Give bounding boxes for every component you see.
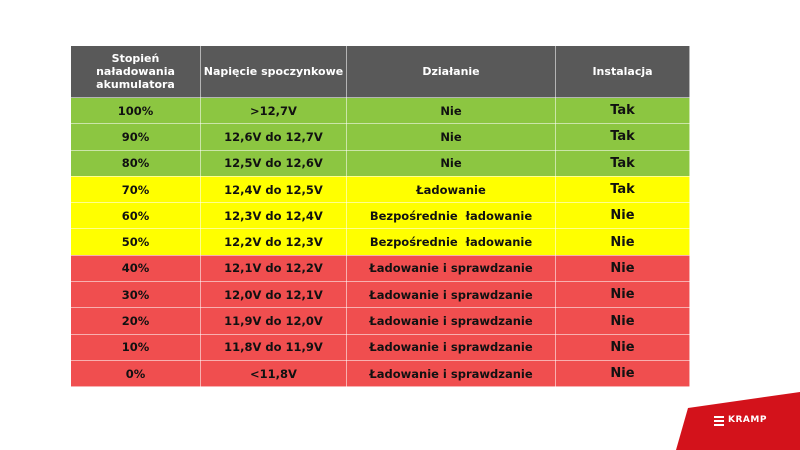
table-row: 90% 12,6V do 12,7V Nie Tak [70,123,690,151]
logo-text: KRAMP [728,415,767,425]
voltage-cell: 12,1V do 12,2V [200,254,347,283]
action-cell: Bezpośrednie ładowanie [346,202,556,230]
table-row: 30% 12,0V do 12,1V Ładowanie i sprawdzanie… [70,281,690,309]
charge-cell: 80% [70,149,201,177]
voltage-cell: 11,9V do 12,0V [200,307,347,335]
action-cell: Ładowanie [346,175,556,204]
charge-cell: 10% [70,333,201,361]
charge-cell: 20% [70,307,201,335]
voltage-cell: 12,0V do 12,1V [200,281,347,309]
voltage-cell: >12,7V [200,96,347,125]
table-row: 50% 12,2V do 12,3V Bezpośrednie ładowanie N… [70,228,690,256]
action-cell: Bezpośrednie ładowanie [346,228,556,256]
charge-cell: 70% [70,175,201,204]
installation-cell: Tak [555,149,690,177]
table-header: Stopień naładowania akumulatora Napięcie… [70,45,690,98]
installation-cell: Nie [555,333,690,361]
installation-cell: Nie [555,359,690,388]
action-cell: Ładowanie i sprawdzanie [346,359,556,388]
battery-charge-table: Stopień naładowania akumulatora Napięcie… [70,45,690,388]
installation-cell: Tak [555,96,690,125]
table-row: 40% 12,1V do 12,2V Ładowanie i sprawdzanie… [70,254,690,283]
installation-cell: Nie [555,228,690,256]
charge-cell: 50% [70,228,201,256]
table-row: 60% 12,3V do 12,4V Bezpośrednie ładowanie N… [70,202,690,230]
table-row: 100% >12,7V Nie Tak [70,96,690,125]
kramp-logo: KRAMP [714,415,767,425]
action-cell: Nie [346,123,556,151]
voltage-cell: 12,2V do 12,3V [200,228,347,256]
voltage-cell: 12,4V do 12,5V [200,175,347,204]
table-row: 80% 12,5V do 12,6V Nie Tak [70,149,690,177]
header-label: Stopień naładowania akumulatora [96,52,175,91]
header-voltage: Napięcie spoczynkowe [200,45,347,98]
voltage-cell: 12,3V do 12,4V [200,202,347,230]
table-row: 20% 11,9V do 12,0V Ładowanie i sprawdzanie… [70,307,690,335]
installation-cell: Nie [555,254,690,283]
action-cell: Nie [346,96,556,125]
voltage-cell: 12,5V do 12,6V [200,149,347,177]
charge-cell: 90% [70,123,201,151]
installation-cell: Tak [555,175,690,204]
action-cell: Nie [346,149,556,177]
charge-cell: 30% [70,281,201,309]
table-row: 70% 12,4V do 12,5V Ładowanie Tak [70,175,690,204]
header-action: Działanie [346,45,556,98]
charge-cell: 60% [70,202,201,230]
charge-cell: 0% [70,359,201,388]
action-cell: Ładowanie i sprawdzanie [346,281,556,309]
table-row: 0% <11,8V Ładowanie i sprawdzanie Nie [70,359,690,388]
installation-cell: Nie [555,307,690,335]
header-installation: Instalacja [555,45,690,98]
voltage-cell: 12,6V do 12,7V [200,123,347,151]
voltage-cell: 11,8V do 11,9V [200,333,347,361]
kramp-logo-icon [714,416,724,426]
voltage-cell: <11,8V [200,359,347,388]
table-row: 10% 11,8V do 11,9V Ładowanie i sprawdzanie… [70,333,690,361]
installation-cell: Nie [555,281,690,309]
header-charge: Stopień naładowania akumulatora [70,45,201,98]
action-cell: Ładowanie i sprawdzanie [346,307,556,335]
charge-cell: 100% [70,96,201,125]
charge-cell: 40% [70,254,201,283]
action-cell: Ładowanie i sprawdzanie [346,333,556,361]
installation-cell: Tak [555,123,690,151]
installation-cell: Nie [555,202,690,230]
action-cell: Ładowanie i sprawdzanie [346,254,556,283]
